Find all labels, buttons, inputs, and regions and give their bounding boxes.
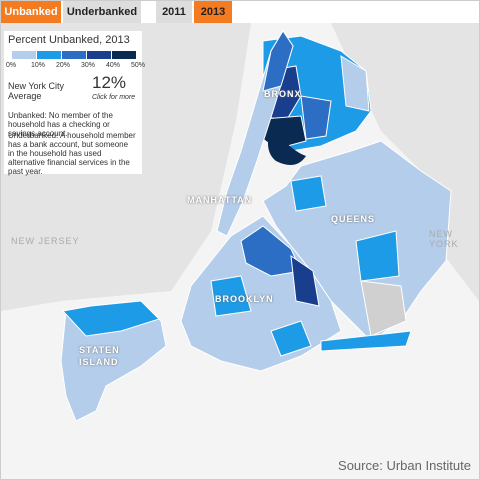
brooklyn-district bbox=[210, 275, 252, 317]
map-label: NEW JERSEY bbox=[11, 236, 80, 246]
map-label: QUEENS bbox=[331, 214, 376, 224]
tab[interactable]: Underbanked bbox=[63, 1, 141, 23]
legend-swatch bbox=[62, 51, 86, 59]
queens-district bbox=[290, 175, 327, 212]
legend-swatch bbox=[12, 51, 36, 59]
rockaway bbox=[320, 330, 412, 352]
link[interactable]: Click for more bbox=[92, 94, 136, 101]
legend-tick: 50% bbox=[131, 62, 146, 69]
bronx-district bbox=[340, 55, 370, 112]
map-label: BROOKLYN bbox=[215, 294, 274, 304]
manhattan-district bbox=[262, 30, 294, 92]
legend-tick: 10% bbox=[31, 62, 46, 69]
average-label: New York City Average bbox=[8, 81, 65, 101]
tab[interactable]: Unbanked bbox=[1, 1, 61, 23]
average-value: 12% bbox=[92, 73, 127, 92]
legend-tick: 0% bbox=[6, 62, 17, 69]
legend-tick: 30% bbox=[81, 62, 96, 69]
map-label: NEW YORK bbox=[429, 229, 459, 249]
airport bbox=[360, 280, 407, 337]
legend: Percent Unbanked, 2013 0% 10% 20% 30% 40% 50%… bbox=[4, 31, 146, 176]
rikers bbox=[267, 126, 306, 165]
staten-island-north bbox=[62, 300, 160, 337]
bronx-district bbox=[300, 95, 332, 140]
legend-tick: 40% bbox=[106, 62, 121, 69]
definition: Unbanked: No member of the household has… bbox=[8, 111, 113, 138]
tab[interactable]: 2013 bbox=[194, 1, 232, 23]
legend-swatch bbox=[112, 51, 136, 59]
map-label: MANHATTAN bbox=[187, 195, 253, 205]
legend-swatch bbox=[37, 51, 61, 59]
map-label: STATEN ISLAND bbox=[79, 345, 120, 367]
legend-title: Percent Unbanked, 2013 bbox=[8, 34, 130, 46]
definition: Underbanked: A household member has a ba… bbox=[8, 131, 136, 176]
brooklyn-district bbox=[270, 320, 312, 357]
queens-district bbox=[355, 230, 400, 282]
map-label: BRONX bbox=[264, 89, 302, 99]
brooklyn-district bbox=[290, 254, 320, 307]
tab[interactable]: 2011 bbox=[156, 1, 192, 23]
source: Source: Urban Institute bbox=[338, 458, 471, 473]
legend-swatch bbox=[87, 51, 111, 59]
legend-tick: 20% bbox=[56, 62, 71, 69]
